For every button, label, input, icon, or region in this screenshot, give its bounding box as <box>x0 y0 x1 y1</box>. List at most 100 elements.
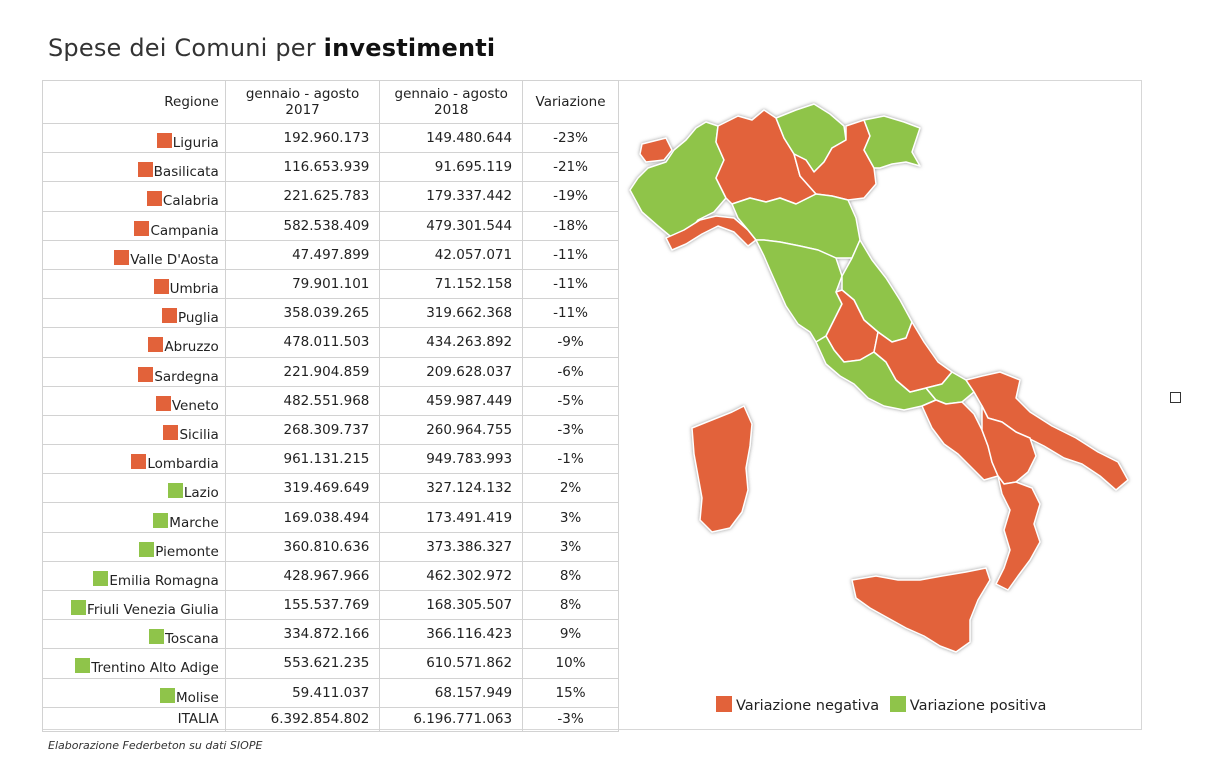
cell-2018: 479.301.544 <box>379 210 524 241</box>
cell-regione: Friuli Venezia Giulia <box>42 589 226 621</box>
table-row: Valle D'Aosta 47.497.899 42.057.071 -11% <box>42 239 619 270</box>
cell-regione: Lombardia <box>42 444 226 475</box>
checkbox-square[interactable] <box>1170 392 1181 403</box>
table-row: Veneto 482.551.968 459.987.449 -5% <box>42 385 619 416</box>
cell-variazione: -9% <box>522 327 619 358</box>
region-sardegna <box>691 405 753 533</box>
cell-variazione: 10% <box>522 648 619 679</box>
region-friuli <box>863 115 921 169</box>
cell-2017: 116.653.939 <box>224 152 381 183</box>
cell-2018-total: 6.196.771.063 <box>379 706 524 732</box>
sign-swatch <box>163 424 179 440</box>
cell-2017: 319.469.649 <box>224 473 381 504</box>
cell-variazione: -11% <box>522 239 619 270</box>
sign-swatch <box>167 483 183 499</box>
sign-swatch <box>137 162 153 178</box>
cell-regione: Marche <box>42 502 226 533</box>
italy-map <box>620 80 1142 730</box>
cell-variazione: 15% <box>522 677 619 708</box>
cell-2017: 221.904.859 <box>224 356 381 387</box>
cell-variazione: -21% <box>522 152 619 183</box>
cell-2017: 221.625.783 <box>224 181 381 212</box>
cell-2017-total: 6.392.854.802 <box>224 706 381 732</box>
cell-2018: 149.480.644 <box>379 122 524 154</box>
cell-regione: Campania <box>42 210 226 241</box>
cell-2018: 168.305.507 <box>379 589 524 621</box>
cell-2017: 428.967.966 <box>224 560 381 592</box>
cell-2017: 358.039.265 <box>224 298 381 329</box>
cell-2017: 553.621.235 <box>224 648 381 679</box>
sign-swatch <box>161 308 177 324</box>
sign-swatch <box>75 658 91 674</box>
cell-variazione-total: -3% <box>522 706 619 732</box>
source-note: Elaborazione Federbeton su dati SIOPE <box>48 739 263 752</box>
cell-variazione: -23% <box>522 122 619 154</box>
italy-map-svg <box>629 103 1129 653</box>
cell-2017: 961.131.215 <box>224 444 381 475</box>
table-row: Marche 169.038.494 173.491.419 3% <box>42 502 619 533</box>
table-total-row: ITALIA 6.392.854.802 6.196.771.063 -3% <box>42 706 619 732</box>
cell-regione: Basilicata <box>42 152 226 183</box>
sign-swatch <box>134 220 150 236</box>
region-toscana <box>755 239 843 343</box>
cell-2018: 71.152.158 <box>379 268 524 300</box>
cell-variazione: 9% <box>522 619 619 650</box>
table-row: Molise 59.411.037 68.157.949 15% <box>42 677 619 708</box>
sign-swatch <box>148 337 164 353</box>
sign-swatch <box>153 512 169 528</box>
cell-2017: 169.038.494 <box>224 502 381 533</box>
cell-regione-total: ITALIA <box>42 706 226 732</box>
region-sicilia <box>851 567 991 653</box>
cell-2018: 42.057.071 <box>379 239 524 270</box>
cell-regione: Abruzzo <box>42 327 226 358</box>
header-2017: gennaio - agosto 2017 <box>224 80 381 124</box>
cell-2018: 434.263.892 <box>379 327 524 358</box>
cell-variazione: -6% <box>522 356 619 387</box>
cell-variazione: 3% <box>522 502 619 533</box>
map-legend: Variazione negativa Variazione positiva <box>716 696 1052 714</box>
sign-swatch <box>71 600 87 616</box>
cell-variazione: 8% <box>522 560 619 592</box>
table-row: Sardegna 221.904.859 209.628.037 -6% <box>42 356 619 387</box>
cell-2017: 79.901.101 <box>224 268 381 300</box>
cell-regione: Veneto <box>42 385 226 416</box>
cell-regione: Piemonte <box>42 531 226 562</box>
page-title: Spese dei Comuni per investimenti <box>48 34 496 62</box>
table-row: Abruzzo 478.011.503 434.263.892 -9% <box>42 327 619 358</box>
cell-variazione: 2% <box>522 473 619 504</box>
table-body: Liguria 192.960.173 149.480.644 -23% Basilic… <box>42 122 619 732</box>
table-row: Liguria 192.960.173 149.480.644 -23% <box>42 122 619 154</box>
sign-swatch <box>148 629 164 645</box>
sign-swatch <box>153 279 169 295</box>
cell-variazione: -19% <box>522 181 619 212</box>
legend-negative-swatch <box>716 696 732 712</box>
cell-regione: Umbria <box>42 268 226 300</box>
region-liguria <box>665 215 757 251</box>
cell-2018: 179.337.442 <box>379 181 524 212</box>
cell-regione: Sardegna <box>42 356 226 387</box>
region-calabria <box>995 475 1041 591</box>
cell-2018: 260.964.755 <box>379 414 524 446</box>
region-basilicata <box>981 405 1037 485</box>
table-row: Piemonte 360.810.636 373.386.327 3% <box>42 531 619 562</box>
table-row: Campania 582.538.409 479.301.544 -18% <box>42 210 619 241</box>
cell-variazione: -18% <box>522 210 619 241</box>
sign-swatch <box>155 395 171 411</box>
sign-swatch <box>138 366 154 382</box>
cell-regione: Sicilia <box>42 414 226 446</box>
cell-2018: 459.987.449 <box>379 385 524 416</box>
cell-2018: 366.116.423 <box>379 619 524 650</box>
cell-2018: 327.124.132 <box>379 473 524 504</box>
cell-regione: Valle D'Aosta <box>42 239 226 270</box>
cell-2018: 173.491.419 <box>379 502 524 533</box>
table-row: Calabria 221.625.783 179.337.442 -19% <box>42 181 619 212</box>
cell-variazione: -11% <box>522 298 619 329</box>
table-row: Trentino Alto Adige 553.621.235 610.571.86… <box>42 648 619 679</box>
table-row: Sicilia 268.309.737 260.964.755 -3% <box>42 414 619 446</box>
cell-variazione: -1% <box>522 444 619 475</box>
cell-2017: 268.309.737 <box>224 414 381 446</box>
spending-table: Regione gennaio - agosto 2017 gennaio - a… <box>42 80 619 732</box>
cell-2017: 482.551.968 <box>224 385 381 416</box>
cell-regione: Calabria <box>42 181 226 212</box>
table-row: Friuli Venezia Giulia 155.537.769 168.305.… <box>42 589 619 621</box>
